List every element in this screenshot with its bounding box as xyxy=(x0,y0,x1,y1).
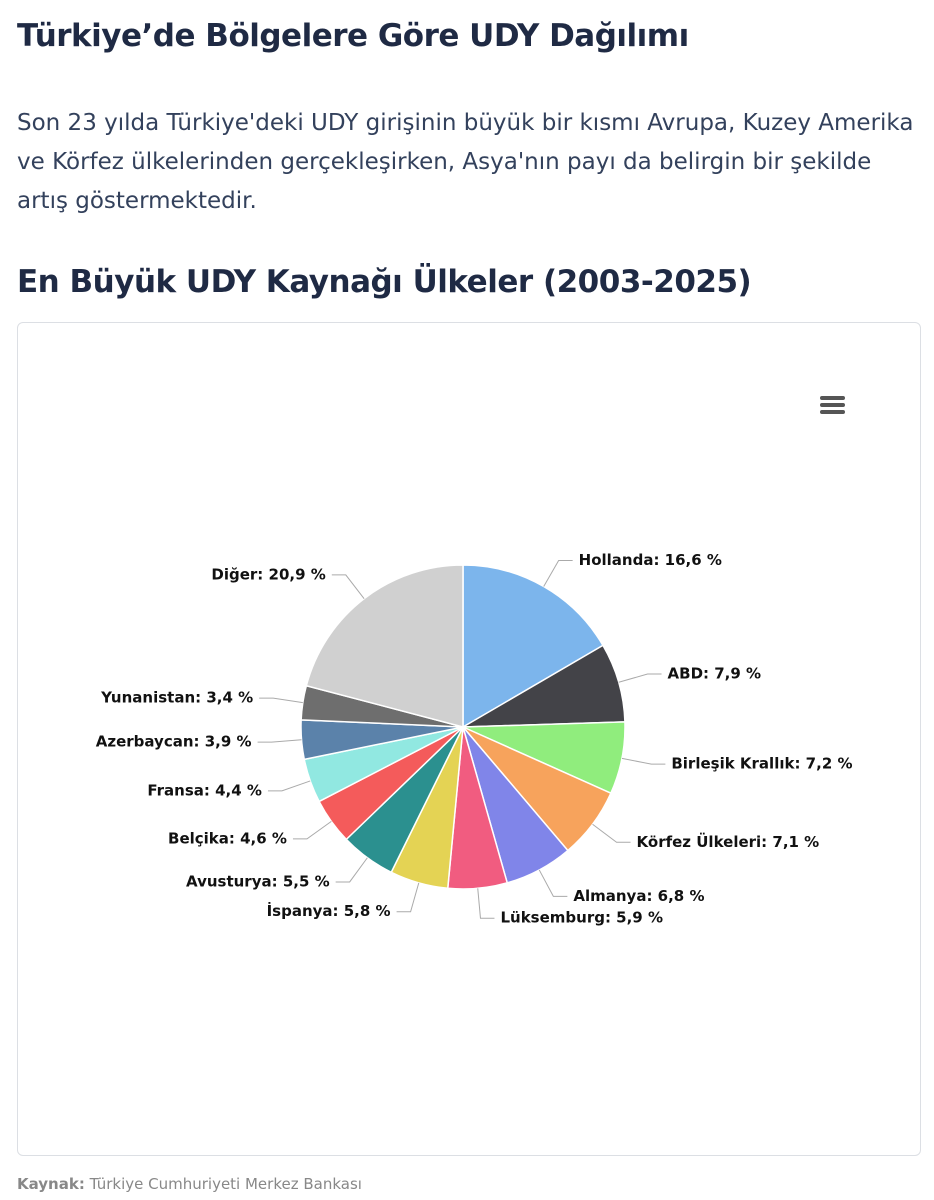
source-note: Kaynak: Türkiye Cumhuriyeti Merkez Banka… xyxy=(17,1175,362,1193)
connector-line xyxy=(621,757,666,765)
connector-line xyxy=(331,574,365,599)
data-label: ABD: 7,9 % xyxy=(668,665,762,683)
connector-line xyxy=(396,882,420,913)
connector-line xyxy=(618,673,662,683)
chart: Hollanda: 16,6 % ABD: 7,9 % Birleşik Krall… xyxy=(96,396,853,927)
data-label: Fransa: 4,4 % xyxy=(147,781,262,799)
source-label: Kaynak: xyxy=(17,1175,85,1193)
menu-icon-bar xyxy=(820,403,845,407)
chart-title: En Büyük UDY Kaynağı Ülkeler (2003-2025) xyxy=(17,264,752,300)
connector-line xyxy=(267,780,311,792)
data-label: Azerbaycan: 3,9 % xyxy=(96,733,252,751)
connector-line xyxy=(257,739,302,743)
data-label: Birleşik Krallık: 7,2 % xyxy=(671,755,852,773)
connector-line xyxy=(335,857,368,883)
data-label: Diğer: 20,9 % xyxy=(211,565,325,583)
pie-slice xyxy=(305,564,464,728)
data-label: Hollanda: 16,6 % xyxy=(579,551,722,569)
data-label: Körfez Ülkeleri: 7,1 % xyxy=(637,832,820,851)
connector-line xyxy=(592,823,631,843)
chart-container xyxy=(17,322,921,1156)
connector-line xyxy=(259,697,303,704)
data-label: Almanya: 6,8 % xyxy=(573,887,704,905)
menu-icon-bar xyxy=(820,410,845,414)
data-label: Yunanistan: 3,4 % xyxy=(100,689,253,707)
data-label: Belçika: 4,6 % xyxy=(168,829,287,847)
data-label: Avusturya: 5,5 % xyxy=(186,872,330,890)
connector-line xyxy=(477,888,495,919)
connector-line xyxy=(292,820,332,840)
connector-line xyxy=(538,869,568,897)
source-text: Türkiye Cumhuriyeti Merkez Bankası xyxy=(89,1175,362,1193)
menu-button[interactable] xyxy=(820,396,845,414)
data-label: Lüksemburg: 5,9 % xyxy=(500,909,663,927)
connector-line xyxy=(543,560,573,587)
menu-icon-bar xyxy=(820,396,845,400)
data-label: İspanya: 5,8 % xyxy=(267,901,391,920)
page-title: Türkiye’de Bölgelere Göre UDY Dağılımı xyxy=(17,18,689,54)
intro-text: Son 23 yılda Türkiye'deki UDY girişinin … xyxy=(17,110,914,214)
